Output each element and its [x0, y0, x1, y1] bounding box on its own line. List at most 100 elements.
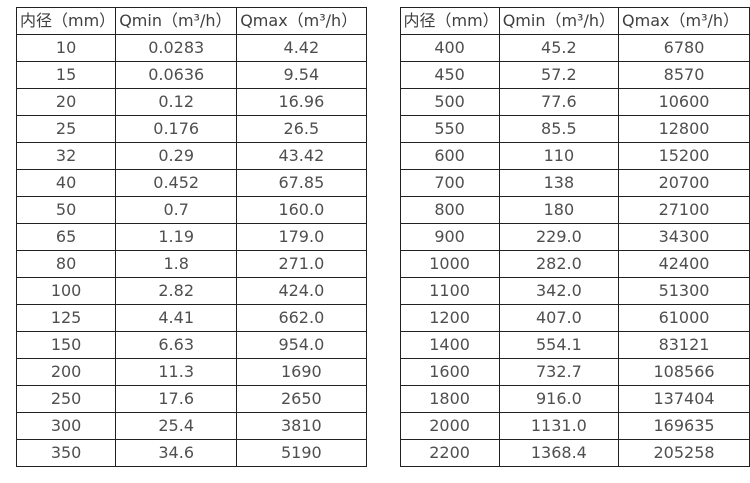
table-cell: 800: [399, 196, 500, 224]
table-cell: 554.1: [498, 331, 620, 359]
table-cell: 43.42: [236, 142, 367, 170]
table-cell: 2650: [236, 385, 367, 413]
table-row: 350 34.6 5190: [15, 439, 367, 467]
table-cell: 4.42: [236, 34, 367, 62]
table-cell: 25.4: [115, 412, 238, 440]
table-cell: 0.0283: [115, 34, 238, 62]
table-row: 1000 282.0 42400: [399, 250, 750, 278]
table-cell: 2200: [399, 439, 500, 467]
table-row: 10 0.0283 4.42: [15, 34, 367, 62]
table-cell: 67.85: [236, 169, 367, 197]
table-cell: 34.6: [115, 439, 238, 467]
table-cell: 342.0: [498, 277, 620, 305]
table-row: 500 77.6 10600: [399, 88, 750, 116]
table-header-cell: Qmax（m³/h）: [236, 7, 367, 35]
table-row: 550 85.5 12800: [399, 115, 750, 143]
table-header-cell: Qmax（m³/h）: [618, 7, 750, 35]
table-cell: 11.3: [115, 358, 238, 386]
table-row: 65 1.19 179.0: [15, 223, 367, 251]
table-cell: 27100: [618, 196, 750, 224]
table-cell: 108566: [618, 358, 750, 386]
table-cell: 125: [15, 304, 117, 332]
table-row: 150 6.63 954.0: [15, 331, 367, 359]
table-cell: 3810: [236, 412, 367, 440]
table-cell: 16.96: [236, 88, 367, 116]
table-row: 450 57.2 8570: [399, 61, 750, 89]
table-row: 25 0.176 26.5: [15, 115, 367, 143]
table-cell: 954.0: [236, 331, 367, 359]
table-row: 800 180 27100: [399, 196, 750, 224]
table-cell: 6780: [618, 34, 750, 62]
table-cell: 180: [498, 196, 620, 224]
table-row: 600 110 15200: [399, 142, 750, 170]
table-cell: 0.29: [115, 142, 238, 170]
table-cell: 42400: [618, 250, 750, 278]
table-row: 2200 1368.4 205258: [399, 439, 750, 467]
table-header-cell: Qmin（m³/h）: [498, 7, 620, 35]
table-cell: 0.12: [115, 88, 238, 116]
table-cell: 15: [15, 61, 117, 89]
table-cell: 732.7: [498, 358, 620, 386]
table-cell: 83121: [618, 331, 750, 359]
table-cell: 550: [399, 115, 500, 143]
table-row: 80 1.8 271.0: [15, 250, 367, 278]
table-cell: 500: [399, 88, 500, 116]
table-cell: 8570: [618, 61, 750, 89]
table-row: 700 138 20700: [399, 169, 750, 197]
table-header-cell: 内径（mm）: [15, 7, 117, 35]
table-header-cell: 内径（mm）: [399, 7, 500, 35]
table-cell: 20: [15, 88, 117, 116]
table-cell: 1800: [399, 385, 500, 413]
table-cell: 407.0: [498, 304, 620, 332]
table-cell: 169635: [618, 412, 750, 440]
table-row: 900 229.0 34300: [399, 223, 750, 251]
table-cell: 2.82: [115, 277, 238, 305]
table-cell: 900: [399, 223, 500, 251]
table-row: 20 0.12 16.96: [15, 88, 367, 116]
table-cell: 179.0: [236, 223, 367, 251]
table-cell: 450: [399, 61, 500, 89]
table-cell: 160.0: [236, 196, 367, 224]
table-cell: 1690: [236, 358, 367, 386]
table-cell: 424.0: [236, 277, 367, 305]
table-cell: 9.54: [236, 61, 367, 89]
table-header-cell: Qmin（m³/h）: [115, 7, 238, 35]
table-row: 32 0.29 43.42: [15, 142, 367, 170]
table-cell: 61000: [618, 304, 750, 332]
table-cell: 2000: [399, 412, 500, 440]
table-cell: 229.0: [498, 223, 620, 251]
table-cell: 45.2: [498, 34, 620, 62]
table-cell: 10: [15, 34, 117, 62]
table-cell: 6.63: [115, 331, 238, 359]
table-cell: 1368.4: [498, 439, 620, 467]
table-cell: 0.176: [115, 115, 238, 143]
table-row: 50 0.7 160.0: [15, 196, 367, 224]
table-cell: 1400: [399, 331, 500, 359]
table-cell: 1000: [399, 250, 500, 278]
table-cell: 80: [15, 250, 117, 278]
table-row: 100 2.82 424.0: [15, 277, 367, 305]
table-cell: 700: [399, 169, 500, 197]
table-cell: 300: [15, 412, 117, 440]
table-cell: 110: [498, 142, 620, 170]
table-row: 1200 407.0 61000: [399, 304, 750, 332]
table-cell: 65: [15, 223, 117, 251]
table-cell: 271.0: [236, 250, 367, 278]
table-row: 400 45.2 6780: [399, 34, 750, 62]
table-row: 250 17.6 2650: [15, 385, 367, 413]
table-cell: 250: [15, 385, 117, 413]
table-row: 15 0.0636 9.54: [15, 61, 367, 89]
flow-tables-container: 内径（mm） Qmin（m³/h） Qmax（m³/h） 10 0.0283 4.42 15…: [15, 7, 750, 467]
table-cell: 1600: [399, 358, 500, 386]
table-cell: 17.6: [115, 385, 238, 413]
flow-table-large-diameters: 内径（mm） Qmin（m³/h） Qmax（m³/h） 400 45.2 6780 450…: [399, 7, 750, 467]
table-cell: 50: [15, 196, 117, 224]
table-cell: 5190: [236, 439, 367, 467]
table-cell: 1200: [399, 304, 500, 332]
table-cell: 200: [15, 358, 117, 386]
table-cell: 77.6: [498, 88, 620, 116]
table-cell: 57.2: [498, 61, 620, 89]
table-cell: 1.8: [115, 250, 238, 278]
table-row: 2000 1131.0 169635: [399, 412, 750, 440]
table-cell: 205258: [618, 439, 750, 467]
